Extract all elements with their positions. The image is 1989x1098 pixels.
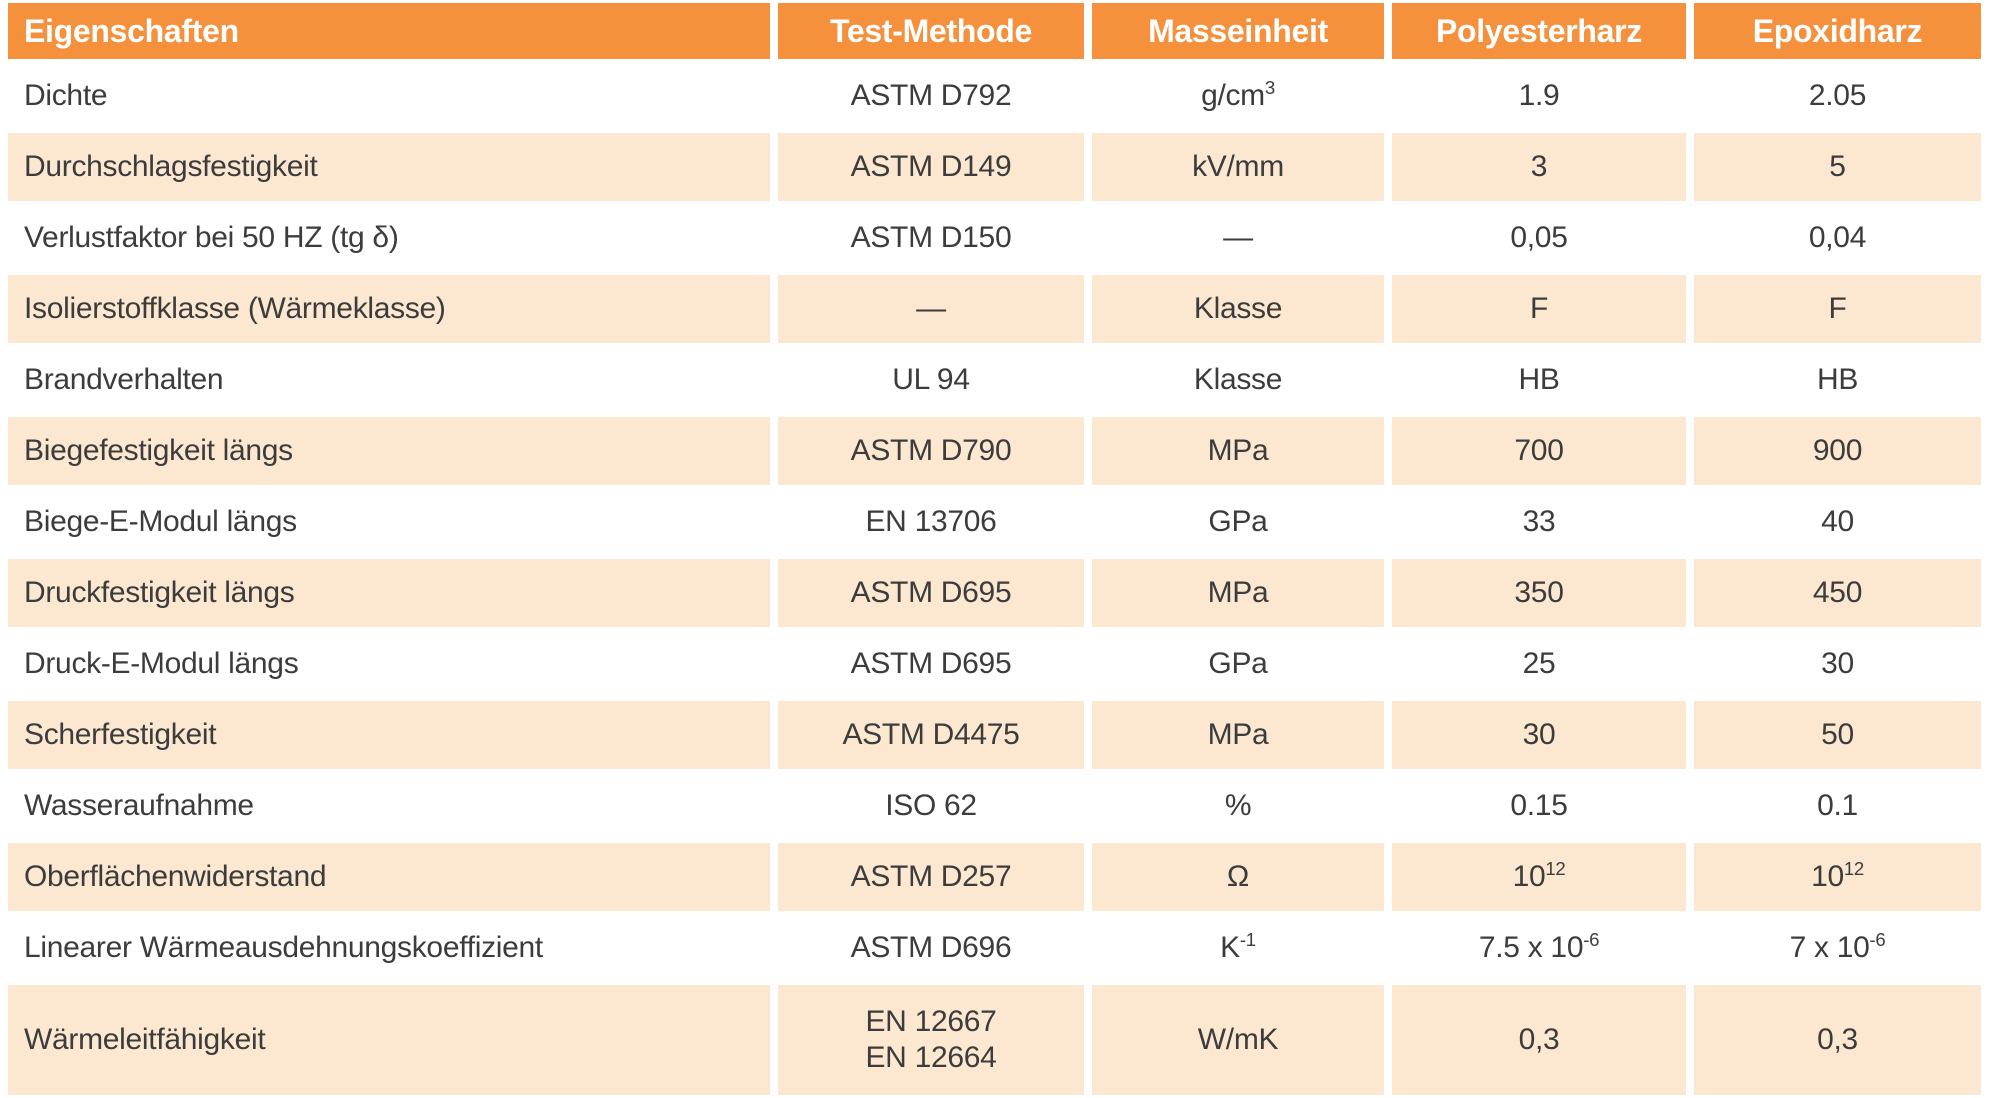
polyesterharz-cell: 0.15 (1392, 772, 1686, 840)
epoxidharz-cell: 2.05 (1694, 62, 1981, 130)
epoxidharz-cell: 1012 (1694, 843, 1981, 911)
polyesterharz-cell: 0,3 (1392, 985, 1686, 1095)
method-cell: — (778, 275, 1084, 343)
epoxidharz-cell: 5 (1694, 133, 1981, 201)
method-cell: EN 13706 (778, 488, 1084, 556)
polyesterharz-cell: 30 (1392, 701, 1686, 769)
polyesterharz-cell: F (1392, 275, 1686, 343)
method-cell: ASTM D150 (778, 204, 1084, 272)
column-header-test-methode: Test-Methode (778, 3, 1084, 59)
property-cell: Verlustfaktor bei 50 HZ (tg δ) (8, 204, 770, 272)
unit-cell: % (1092, 772, 1384, 840)
epoxidharz-cell: 7 x 10-6 (1694, 914, 1981, 982)
method-cell: UL 94 (778, 346, 1084, 414)
unit-cell: Ω (1092, 843, 1384, 911)
table-row: Dichte ASTM D792 g/cm3 1.9 2.05 (8, 62, 1981, 130)
method-cell: ASTM D695 (778, 630, 1084, 698)
column-header-eigenschaften: Eigenschaften (8, 3, 770, 59)
epoxidharz-cell: 40 (1694, 488, 1981, 556)
property-cell: Biegefestigkeit längs (8, 417, 770, 485)
polyesterharz-cell: 33 (1392, 488, 1686, 556)
column-header-epoxidharz: Epoxidharz (1694, 3, 1981, 59)
polyesterharz-cell: 0,05 (1392, 204, 1686, 272)
polyesterharz-cell: 7.5 x 10-6 (1392, 914, 1686, 982)
polyesterharz-cell: 1.9 (1392, 62, 1686, 130)
table-row: Biege-E-Modul längs EN 13706 GPa 33 40 (8, 488, 1981, 556)
epoxidharz-cell: 0,04 (1694, 204, 1981, 272)
table-row: Wärmeleitfähigkeit EN 12667 EN 12664 W/mK 0,… (8, 985, 1981, 1095)
polyesterharz-cell: 700 (1392, 417, 1686, 485)
unit-cell: kV/mm (1092, 133, 1384, 201)
epoxidharz-cell: F (1694, 275, 1981, 343)
polyesterharz-cell: HB (1392, 346, 1686, 414)
table-body: Dichte ASTM D792 g/cm3 1.9 2.05 Durchschlagsf… (8, 62, 1981, 1095)
polyesterharz-cell: 350 (1392, 559, 1686, 627)
column-header-masseinheit: Masseinheit (1092, 3, 1384, 59)
property-cell: Brandverhalten (8, 346, 770, 414)
unit-cell: g/cm3 (1092, 62, 1384, 130)
property-cell: Dichte (8, 62, 770, 130)
method-cell: ASTM D695 (778, 559, 1084, 627)
table-row: Isolierstoffklasse (Wärmeklasse) — Klasse F… (8, 275, 1981, 343)
unit-cell: Klasse (1092, 275, 1384, 343)
property-cell: Wärmeleitfähigkeit (8, 985, 770, 1095)
epoxidharz-cell: 30 (1694, 630, 1981, 698)
polyesterharz-cell: 25 (1392, 630, 1686, 698)
header-row: Eigenschaften Test-Methode Masseinheit P… (8, 3, 1981, 59)
table-row: Verlustfaktor bei 50 HZ (tg δ) ASTM D150—… (8, 204, 1981, 272)
property-cell: Druckfestigkeit längs (8, 559, 770, 627)
method-cell: ISO 62 (778, 772, 1084, 840)
table-row: Oberflächenwiderstand ASTM D257 Ω 1012 1012 (8, 843, 1981, 911)
property-cell: Biege-E-Modul längs (8, 488, 770, 556)
unit-cell: GPa (1092, 488, 1384, 556)
unit-cell: MPa (1092, 701, 1384, 769)
epoxidharz-cell: 0.1 (1694, 772, 1981, 840)
property-cell: Druck-E-Modul längs (8, 630, 770, 698)
table-row: Druck-E-Modul längs ASTM D695 GPa 25 30 (8, 630, 1981, 698)
polyesterharz-cell: 3 (1392, 133, 1686, 201)
table-row: Wasseraufnahme ISO 62% 0.15 0.1 (8, 772, 1981, 840)
property-cell: Scherfestigkeit (8, 701, 770, 769)
unit-cell: K-1 (1092, 914, 1384, 982)
table-row: Scherfestigkeit ASTM D4475 MPa 30 50 (8, 701, 1981, 769)
table-row: Druckfestigkeit längs ASTM D695 MPa 350 450 (8, 559, 1981, 627)
epoxidharz-cell: 50 (1694, 701, 1981, 769)
property-cell: Oberflächenwiderstand (8, 843, 770, 911)
table-row: Linearer Wärmeausdehnungskoeffizient ASTM… (8, 914, 1981, 982)
method-cell: ASTM D257 (778, 843, 1084, 911)
method-cell: ASTM D696 (778, 914, 1084, 982)
unit-cell: MPa (1092, 559, 1384, 627)
method-cell: ASTM D790 (778, 417, 1084, 485)
method-cell: ASTM D149 (778, 133, 1084, 201)
column-header-polyesterharz: Polyesterharz (1392, 3, 1686, 59)
unit-cell: Klasse (1092, 346, 1384, 414)
method-cell: ASTM D4475 (778, 701, 1084, 769)
property-cell: Isolierstoffklasse (Wärmeklasse) (8, 275, 770, 343)
method-cell: EN 12667 EN 12664 (778, 985, 1084, 1095)
table-row: Biegefestigkeit längs ASTM D790 MPa 700 900 (8, 417, 1981, 485)
property-cell: Linearer Wärmeausdehnungskoeffizient (8, 914, 770, 982)
epoxidharz-cell: 0,3 (1694, 985, 1981, 1095)
unit-cell: W/mK (1092, 985, 1384, 1095)
method-cell: ASTM D792 (778, 62, 1084, 130)
property-cell: Durchschlagsfestigkeit (8, 133, 770, 201)
epoxidharz-cell: 900 (1694, 417, 1981, 485)
epoxidharz-cell: HB (1694, 346, 1981, 414)
table-row: Brandverhalten UL 94 Klasse HB HB (8, 346, 1981, 414)
unit-cell: — (1092, 204, 1384, 272)
unit-cell: MPa (1092, 417, 1384, 485)
property-cell: Wasseraufnahme (8, 772, 770, 840)
polyesterharz-cell: 1012 (1392, 843, 1686, 911)
unit-cell: GPa (1092, 630, 1384, 698)
epoxidharz-cell: 450 (1694, 559, 1981, 627)
table-row: Durchschlagsfestigkeit ASTM D149 kV/mm 3 5 (8, 133, 1981, 201)
